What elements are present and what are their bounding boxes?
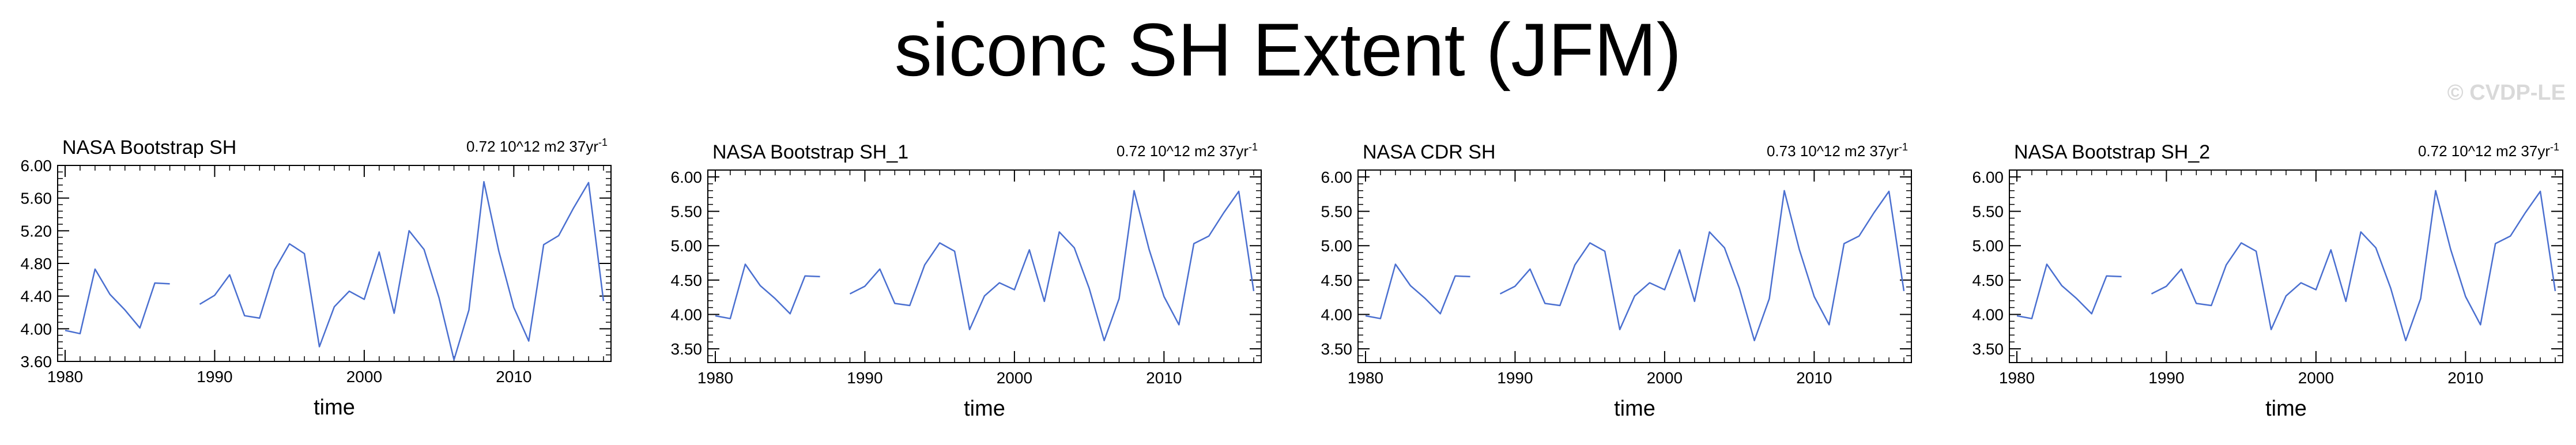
panel-1-stat-superscript: -1 <box>598 137 608 148</box>
panel-2-x-tick-label: 2010 <box>1146 369 1182 387</box>
panel-2-y-tick-label: 4.50 <box>671 271 703 289</box>
panel-1-y-tick-label: 3.60 <box>21 353 52 371</box>
panel-1-y-tick-label: 5.20 <box>21 222 52 240</box>
panel-4-x-tick-label: 2010 <box>2447 369 2483 387</box>
panel-3-x-axis-label: time <box>1614 397 1655 421</box>
panel-1-y-tick-label: 6.00 <box>21 157 52 175</box>
panel-3-stat-superscript: -1 <box>1899 141 1908 153</box>
panel-2-y-tick-label: 6.00 <box>671 168 703 186</box>
panel-4-x-tick-label: 1980 <box>1999 369 2035 387</box>
panel-3-y-tick-label: 5.50 <box>1321 203 1353 221</box>
panel-2-y-tick-label: 5.00 <box>671 237 703 255</box>
panel-3-frame <box>1357 169 1912 363</box>
panel-1-x-tick-label: 2010 <box>496 368 531 386</box>
panel-2-title: NASA Bootstrap SH_1 <box>712 141 908 163</box>
panel-4-y-tick-label: 3.50 <box>1972 340 2004 358</box>
panel-4-x-tick-label: 2000 <box>2298 369 2334 387</box>
panel-1-x-axis-label: time <box>314 395 355 420</box>
panel-2-stat: 0.72 10^12 m2 37yr-1 <box>1117 141 1258 160</box>
panel-4-y-tick-label: 6.00 <box>1972 168 2004 186</box>
panel-2-x-tick-label: 1990 <box>847 369 882 387</box>
panel-4-y-tick-label: 5.50 <box>1972 203 2004 221</box>
panel-1-y-tick-label: 4.00 <box>21 320 52 338</box>
panel-4-stat-superscript: -1 <box>2550 141 2559 153</box>
panel-1-y-tick-label: 5.60 <box>21 190 52 208</box>
panel-2-y-tick-label: 5.50 <box>671 203 703 221</box>
panel-3-x-tick-label: 1980 <box>1348 369 1383 387</box>
panel-3-series-line <box>1365 190 1905 342</box>
panel-3-y-tick-label: 5.00 <box>1321 237 1353 255</box>
watermark: © CVDP-LE <box>2447 81 2566 105</box>
panel-1-title: NASA Bootstrap SH <box>62 137 236 159</box>
panel-1-x-tick-label: 1990 <box>197 368 232 386</box>
panel-3-x-tick-label: 1990 <box>1497 369 1533 387</box>
panel-2-y-tick-label: 4.00 <box>671 306 703 324</box>
panel-4-x-tick-label: 1990 <box>2148 369 2184 387</box>
panel-3-x-tick-label: 2000 <box>1647 369 1683 387</box>
panel-2-y-tick-label: 3.50 <box>671 340 703 358</box>
panel-3-y-tick-label: 3.50 <box>1321 340 1353 358</box>
panel-4-y-tick-label: 5.00 <box>1972 237 2004 255</box>
panel-3-y-tick-label: 6.00 <box>1321 168 1353 186</box>
panel-3-y-tick-label: 4.00 <box>1321 306 1353 324</box>
panel-3-y-tick-label: 4.50 <box>1321 271 1353 289</box>
panel-2-x-tick-label: 2000 <box>997 369 1032 387</box>
panel-3-title: NASA CDR SH <box>1363 141 1496 163</box>
panel-2-stat-superscript: -1 <box>1249 141 1258 153</box>
panel-4-frame <box>2009 169 2563 363</box>
panel-2-series-line <box>715 190 1255 342</box>
panel-1-stat: 0.72 10^12 m2 37yr-1 <box>466 137 608 155</box>
panel-2-x-axis-label: time <box>964 397 1005 421</box>
panel-4-stat: 0.72 10^12 m2 37yr-1 <box>2418 141 2559 160</box>
panel-4-series-line <box>2016 190 2556 342</box>
panel-1-x-tick-label: 2000 <box>346 368 382 386</box>
panel-1-frame <box>57 165 612 362</box>
panel-4-y-tick-label: 4.00 <box>1972 306 2004 324</box>
panel-1-series-line <box>65 181 605 361</box>
panel-1-y-tick-label: 4.80 <box>21 255 52 273</box>
panel-4-x-axis-label: time <box>2265 397 2307 421</box>
panel-2-frame <box>707 169 1262 363</box>
panel-1-x-tick-label: 1980 <box>47 368 83 386</box>
panel-2-x-tick-label: 1980 <box>697 369 733 387</box>
panel-3-x-tick-label: 2010 <box>1796 369 1832 387</box>
panel-4-title: NASA Bootstrap SH_2 <box>2014 141 2210 163</box>
panel-1-y-tick-label: 4.40 <box>21 288 52 306</box>
panel-4-y-tick-label: 4.50 <box>1972 271 2004 289</box>
panel-3-stat: 0.73 10^12 m2 37yr-1 <box>1767 141 1908 160</box>
main-title: siconc SH Extent (JFM) <box>894 7 1682 92</box>
